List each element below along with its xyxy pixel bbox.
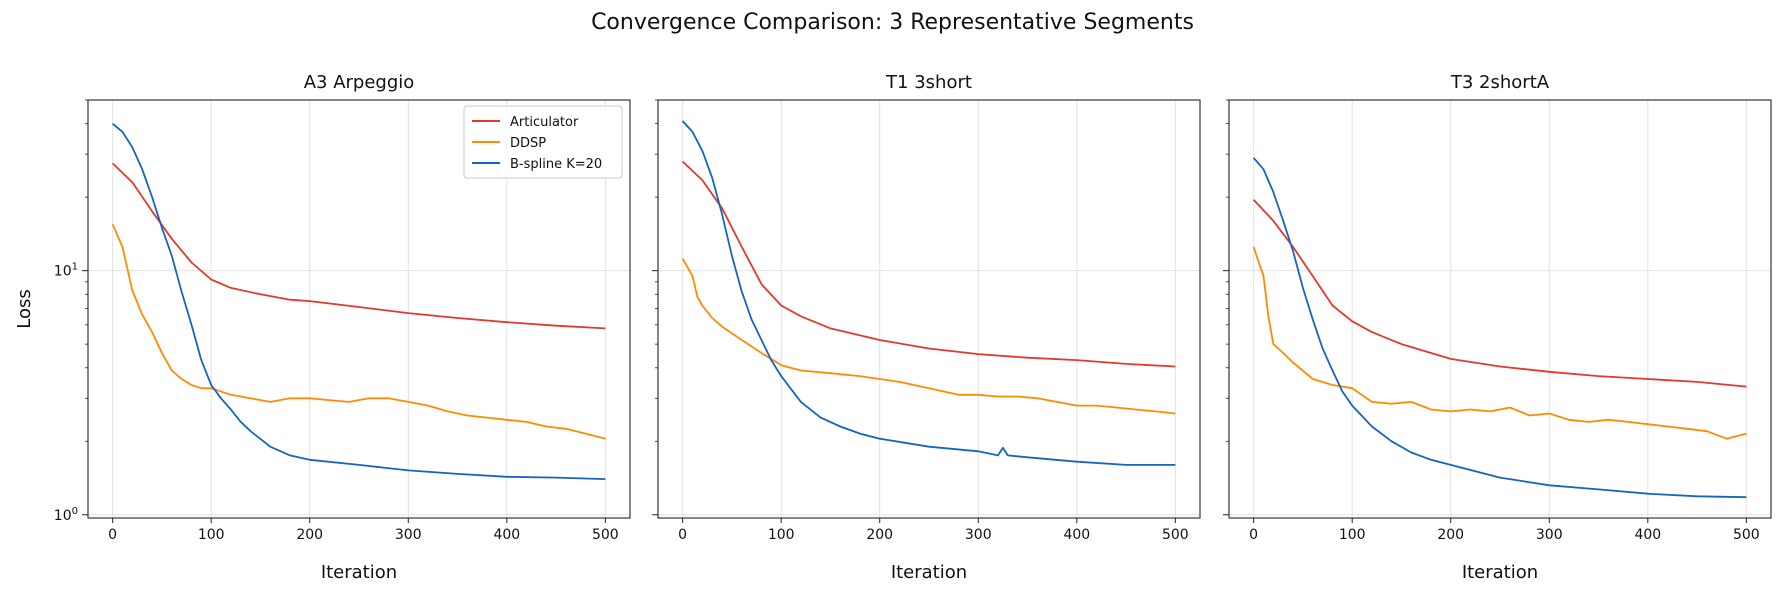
legend-box [463,105,623,179]
x-tick-label: 0 [678,527,687,543]
x-axis-label: Iteration [891,562,967,583]
x-axis-label: Iteration [321,562,397,583]
panel-title: A3 Arpeggio [304,72,415,93]
series-line-articulator [681,160,1176,368]
legend-label: Articulator [510,115,579,130]
x-tick-label: 0 [1249,527,1258,543]
x-tick-label: 0 [108,527,117,543]
x-tick-label: 300 [1536,527,1563,543]
legend-label: B-spline K=20 [510,157,602,172]
series-line-b-spline-k-20 [681,120,1176,466]
series-line-ddsp [111,223,606,440]
chart-panel-3: 0 100 200 300 400 500 T3 2shortA Iteration [1223,72,1772,583]
y-tick-label: 101 [54,262,78,280]
x-tick-label: 300 [965,527,992,543]
series-line-ddsp [1252,246,1747,440]
legend-label: DDSP [510,136,546,151]
series-line-articulator [1252,199,1747,388]
x-tick-label: 400 [1063,527,1090,543]
x-tick-label: 300 [395,527,422,543]
x-tick-label: 200 [296,527,323,543]
y-tick-label: 100 [54,506,78,524]
panel-title: T1 3short [885,72,972,93]
panel-title: T3 2shortA [1450,72,1550,93]
plot-frame [87,99,631,519]
series-line-ddsp [681,258,1176,415]
chart-panel-1: 0 100 200 300 400 500 A3 Arpeggio Iteration Loss [14,72,631,583]
x-tick-label: 400 [493,527,520,543]
x-tick-label: 500 [1162,527,1189,543]
plot-frame [1228,99,1772,519]
x-tick-label: 400 [1634,527,1661,543]
x-tick-label: 100 [1339,527,1366,543]
chart-panel-2: 0 100 200 300 400 500 T1 3short Iteration [652,72,1201,583]
x-tick-label: 200 [866,527,893,543]
y-axis-label: Loss [14,289,35,328]
x-tick-label: 200 [1437,527,1464,543]
x-tick-label: 500 [592,527,619,543]
x-tick-label: 100 [198,527,225,543]
plot-frame [657,99,1201,519]
figure-title: Convergence Comparison: 3 Representative… [591,10,1194,35]
x-tick-label: 100 [768,527,795,543]
series-line-articulator [111,162,606,330]
x-axis-label: Iteration [1462,562,1538,583]
series-line-b-spline-k-20 [1252,157,1747,499]
legend: Articulator DDSP B-spline K=20 [463,105,623,179]
x-tick-label: 500 [1733,527,1760,543]
series-line-b-spline-k-20 [112,123,606,480]
